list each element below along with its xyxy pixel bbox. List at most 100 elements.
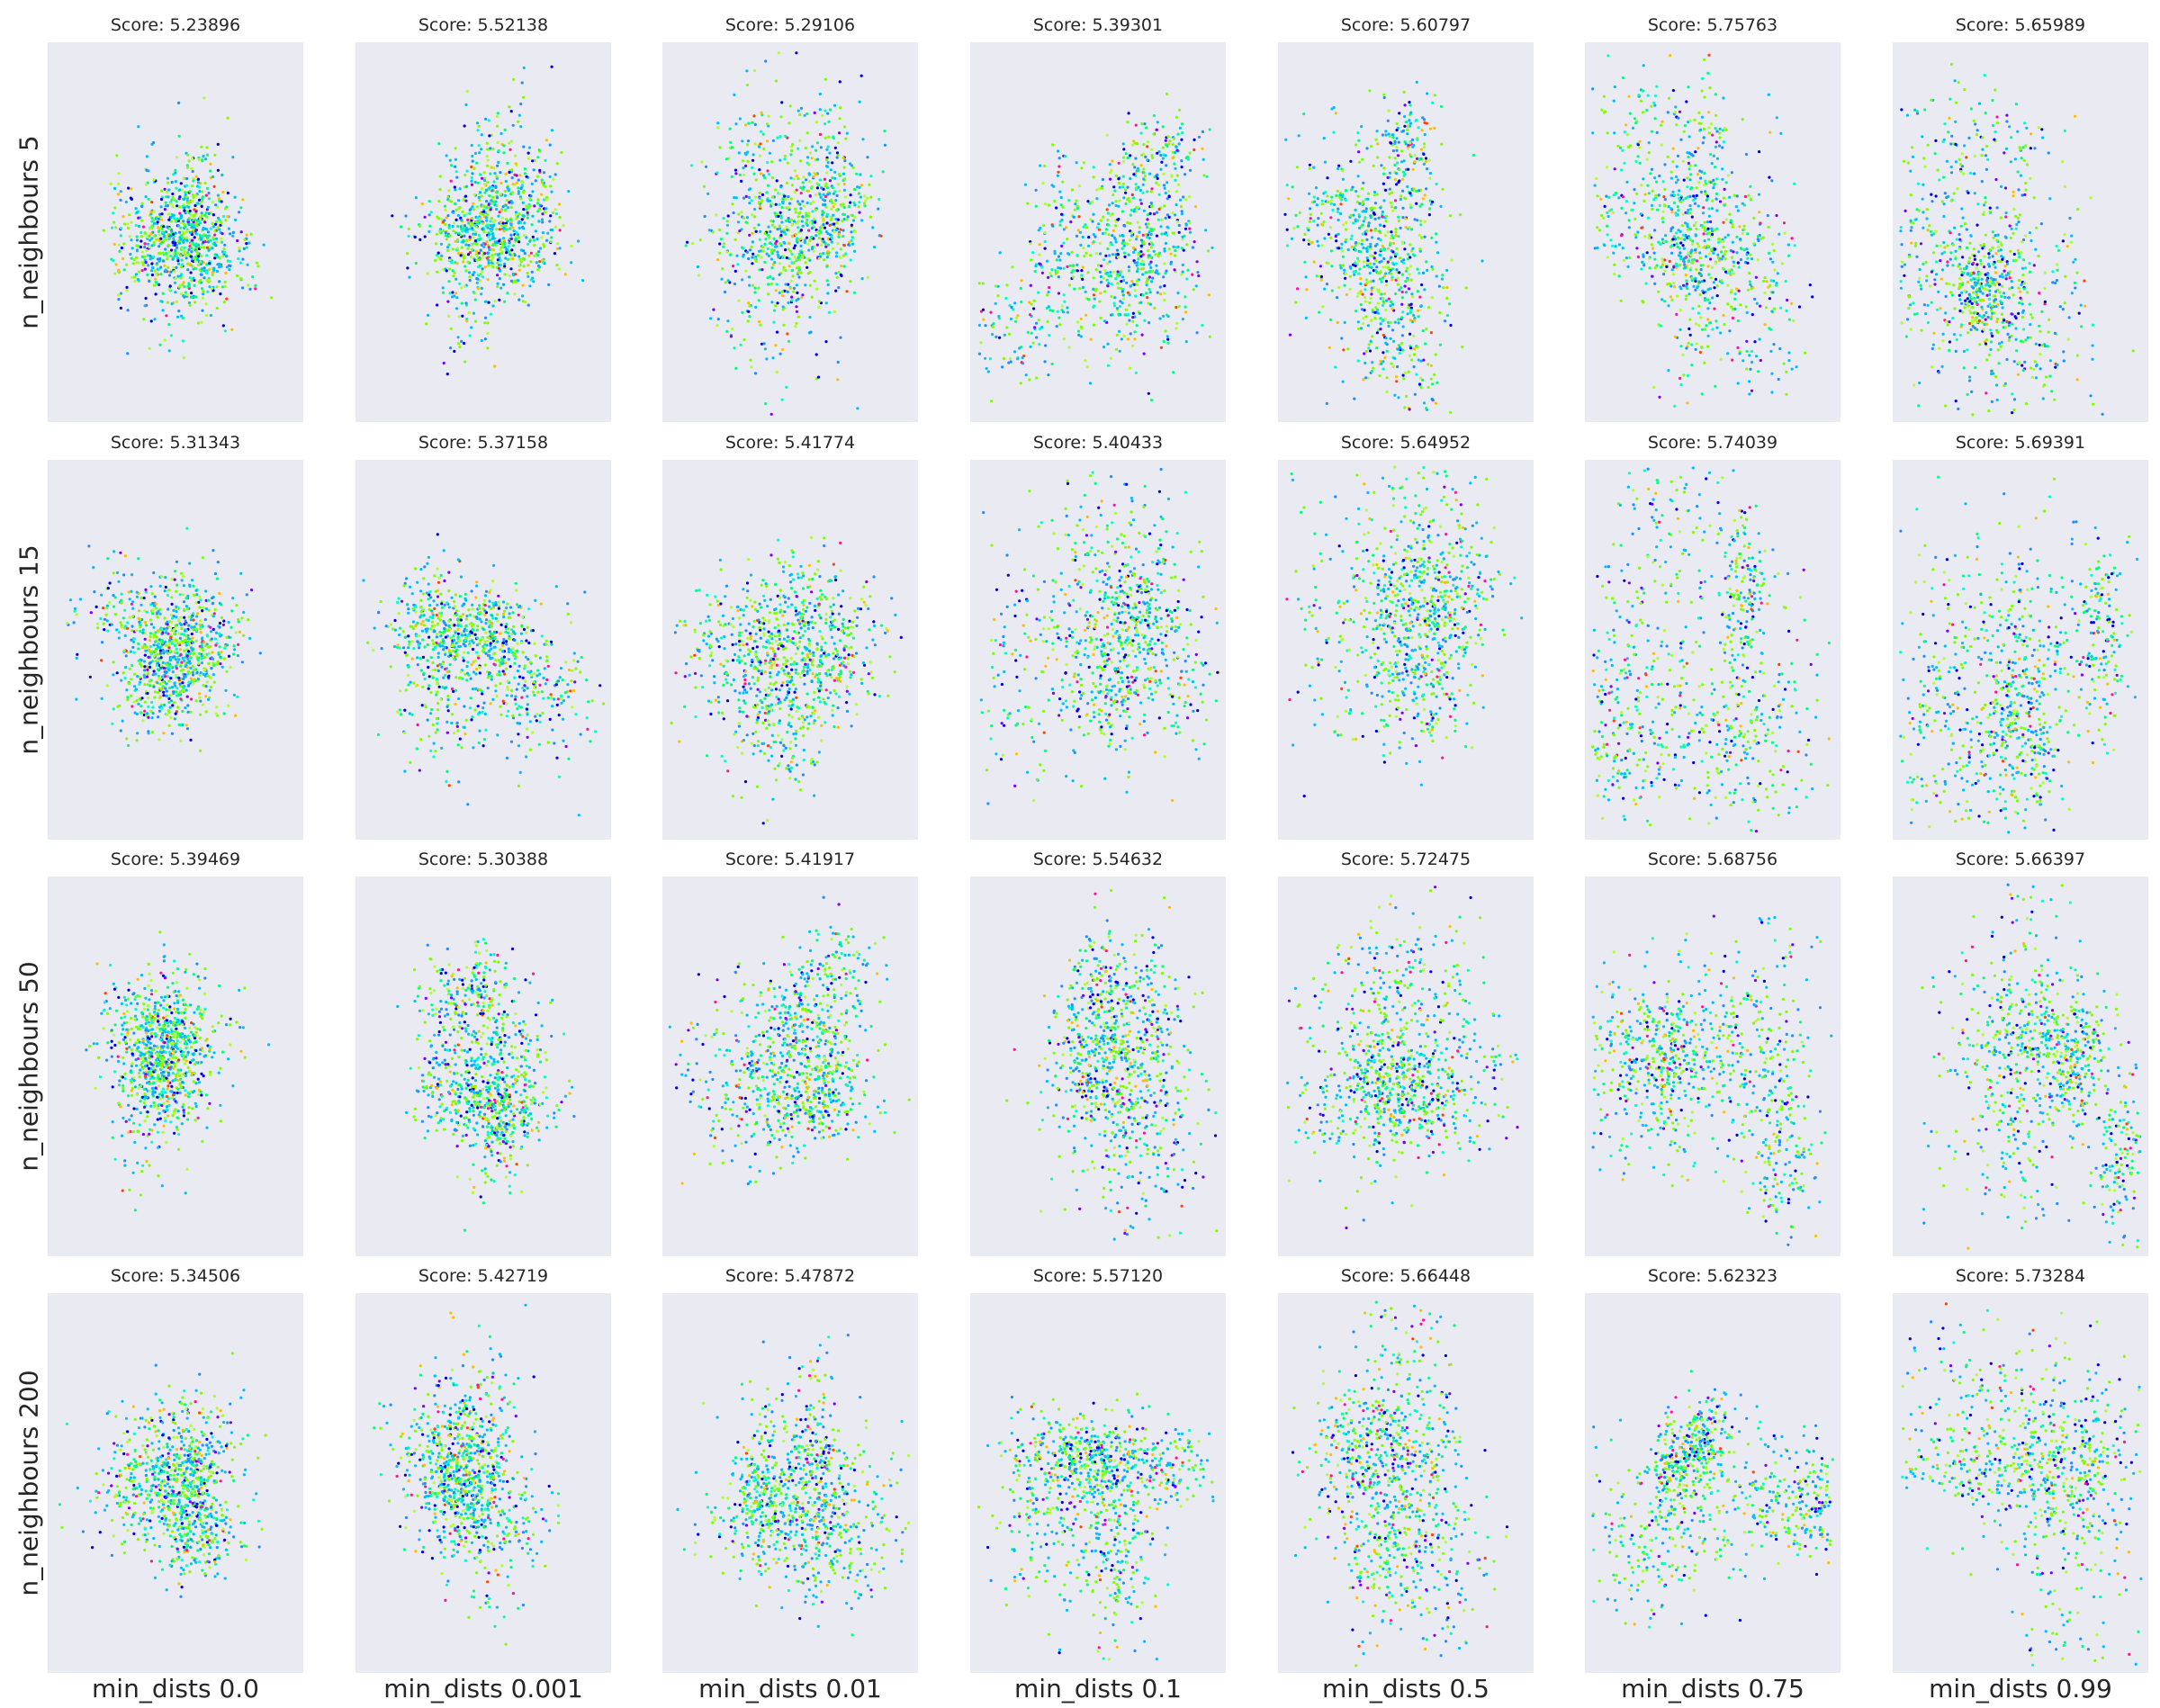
scatter-point [1131,143,1135,147]
scatter-point [135,211,139,214]
scatter-point [1373,251,1377,255]
scatter-point [1745,247,1749,251]
scatter-point [743,151,747,155]
scatter-point [738,117,742,121]
scatter-point [1379,254,1382,257]
scatter-point [1379,238,1382,242]
scatter-point [1113,224,1118,228]
scatter-point [1316,223,1319,227]
scatter-point [179,213,183,217]
scatter-point [1376,272,1381,275]
scatter-point [570,244,573,247]
scatter-point [1613,167,1616,171]
scatter-point [1393,393,1397,397]
scatter-point [1417,309,1420,312]
scatter-point [464,269,468,273]
scatter-point [122,268,126,272]
scatter-point [749,187,752,191]
scatter-point [787,339,790,343]
scatter-point [1382,360,1385,364]
scatter-point [1140,122,1144,126]
scatter-point [1649,172,1652,175]
scatter-point [1055,325,1058,328]
scatter-point [143,258,147,262]
scatter-point [1167,195,1171,199]
scatter-point [1406,184,1409,189]
scatter-point [1034,204,1038,208]
scatter-point [1307,229,1310,232]
scatter-point [1092,293,1096,297]
scatter-point [1061,180,1065,184]
scatter-point [788,286,792,290]
scatter-point [228,259,231,263]
scatter-point [737,299,741,302]
scatter-point [1147,248,1150,252]
scatter-point [1635,247,1639,250]
scatter-point [814,121,819,124]
scatter-point [480,338,483,343]
scatter-point [1387,324,1390,328]
scatter-point [498,277,501,281]
scatter-point [226,191,230,195]
scatter-point [436,270,439,274]
scatter-point [455,247,459,250]
scatter-point [201,287,204,291]
scatter-point [225,254,229,257]
scatter-point [1167,215,1171,219]
scatter-point [211,247,214,250]
scatter-point [197,185,201,189]
scatter-point [803,256,806,259]
scatter-point [719,238,723,241]
scatter-point [839,202,842,207]
scatter-point [1480,259,1484,263]
scatter-point [495,228,499,231]
scatter-point [1062,266,1066,270]
scatter-point [470,227,474,230]
scatter-point [1423,220,1426,223]
scatter-point [1116,270,1120,274]
scatter-point [1706,227,1710,230]
scatter-point [1172,245,1175,248]
scatter-point [451,291,454,294]
scatter-point [1758,211,1761,214]
scatter-point [1613,131,1616,135]
scatter-point [833,176,837,180]
scatter-point [1150,280,1154,283]
scatter-point [823,258,826,262]
scatter-point [1147,301,1150,305]
scatter-point [1404,225,1408,229]
scatter-point [550,236,554,239]
scatter-point [1748,392,1751,396]
scatter-point [1648,233,1652,237]
scatter-point [1319,211,1323,215]
scatter-point [497,264,501,267]
scatter-point [175,156,179,159]
scatter-point [1094,287,1098,291]
scatter-point [1102,276,1105,280]
scatter-point [1612,251,1616,255]
scatter-point [1413,392,1417,396]
scatter-point [1127,196,1130,200]
scatter-point [1307,238,1310,242]
scatter-point [1312,260,1316,264]
scatter-point [1053,252,1057,256]
scatter-point [1362,220,1365,223]
scatter-point [809,236,814,239]
scatter-point [1389,241,1392,245]
scatter-point [716,121,720,125]
scatter-point [391,214,394,218]
scatter-point [1368,349,1372,353]
scatter-point [1065,226,1068,229]
scatter-point [502,226,506,230]
scatter-point [119,198,122,202]
scatter-point [1360,242,1364,246]
scatter-point [998,251,1002,255]
scatter-point [213,243,217,247]
scatter-point [1378,277,1382,281]
scatter-point [462,260,465,264]
scatter-point [223,329,227,333]
scatter-point [536,175,539,178]
scatter-point [159,226,163,230]
scatter-point [505,247,508,251]
scatter-point [1354,248,1357,252]
